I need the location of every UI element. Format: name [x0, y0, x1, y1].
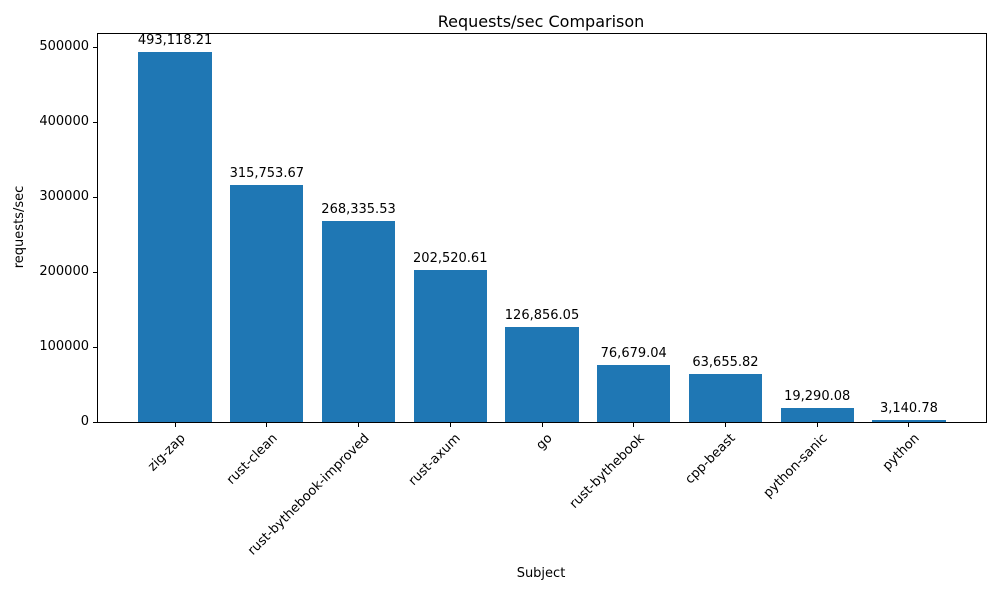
bar-value-label: 19,290.08	[784, 388, 851, 404]
x-tick-mark	[358, 423, 360, 427]
bar-rust-bythebook-improved	[321, 220, 396, 422]
x-tick-mark	[816, 423, 818, 427]
x-tick-mark	[174, 423, 176, 427]
y-tick-label: 0	[80, 414, 89, 429]
y-tick-label: 400000	[39, 114, 89, 130]
x-tick-mark	[266, 423, 268, 427]
bar-value-label: 76,679.04	[600, 345, 667, 361]
y-tick-label: 200000	[39, 264, 89, 280]
x-tick-mark	[908, 423, 910, 427]
bar-rust-clean	[230, 185, 304, 422]
y-tick-mark	[93, 421, 97, 423]
bar-value-label: 202,520.61	[413, 251, 488, 267]
y-tick-mark	[93, 196, 97, 198]
y-axis-label: requests/sec	[12, 185, 27, 269]
x-tick-mark	[724, 423, 726, 427]
bar-value-label: 493,118.21	[137, 33, 213, 49]
y-tick-label: 100000	[39, 339, 89, 355]
bar-value-label: 63,655.82	[692, 355, 759, 371]
bar-value-label: 315,753.67	[229, 166, 304, 182]
bar-value-label: 268,335.53	[321, 201, 396, 217]
x-tick-mark	[541, 423, 543, 427]
y-tick-mark	[93, 121, 97, 123]
y-tick-mark	[93, 271, 97, 273]
y-tick-mark	[93, 46, 97, 48]
bar-zig-zap	[138, 52, 212, 422]
bar-value-label: 3,140.78	[879, 400, 938, 416]
bar-python	[872, 419, 946, 422]
y-tick-mark	[93, 346, 97, 348]
y-tick-label: 300000	[39, 189, 89, 205]
bar-rust-axum	[413, 270, 487, 422]
x-tick-mark	[633, 423, 635, 427]
x-axis-label: Subject	[516, 566, 566, 581]
plot-area: 0 100000 200000 300000 400000 500000 493,118.2…	[39, 33, 987, 558]
bar-rust-bythebook	[597, 364, 671, 422]
y-tick-label: 500000	[39, 39, 89, 55]
bar-value-label: 126,856.05	[504, 307, 580, 323]
bar-go	[505, 326, 579, 422]
bar-cpp-beast	[688, 374, 763, 422]
bar-python-sanic	[780, 407, 854, 422]
x-tick-mark	[449, 423, 451, 427]
chart-title: Requests/sec Comparison	[437, 12, 645, 31]
